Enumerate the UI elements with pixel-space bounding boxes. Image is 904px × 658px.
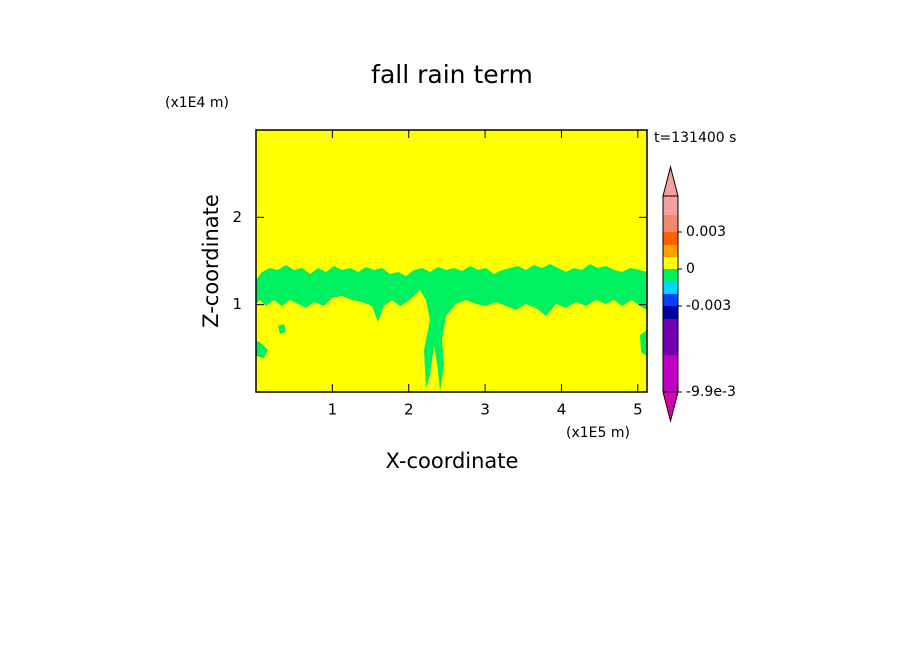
x-tick-label: 4 xyxy=(557,401,567,419)
y-axis-label: Z-coordinate xyxy=(199,194,223,328)
y-tick-label: 1 xyxy=(232,295,242,313)
field-background xyxy=(256,130,647,392)
colorbar-level xyxy=(663,196,678,215)
colorbar-tick-label: -9.9e-3 xyxy=(686,384,736,400)
x-tick-label: 3 xyxy=(480,401,490,419)
colorbar-tick-label: -0.003 xyxy=(686,298,731,314)
colorbar-level xyxy=(663,282,678,294)
colorbar-tick-label: 0 xyxy=(686,261,695,277)
y-tick-label: 2 xyxy=(232,208,242,226)
colorbar-level xyxy=(663,215,678,232)
colorbar-frame xyxy=(662,195,679,393)
chart-title: fall rain term xyxy=(371,60,533,89)
colorbar-level xyxy=(663,269,678,282)
x-tick-label: 5 xyxy=(633,401,643,419)
time-label: t=131400 s xyxy=(654,130,736,146)
plot-frame xyxy=(255,129,648,393)
x-unit: (x1E5 m) xyxy=(566,425,630,441)
colorbar-top xyxy=(662,165,679,197)
colorbar-level xyxy=(663,245,678,257)
x-axis-label: X-coordinate xyxy=(386,449,519,473)
x-tick-label: 1 xyxy=(328,401,338,419)
colorbar-level xyxy=(663,306,678,319)
colorbar-level xyxy=(663,232,678,245)
colorbar-level xyxy=(663,257,678,269)
colorbar-tick-label: 0.003 xyxy=(686,224,726,240)
y-unit: (x1E4 m) xyxy=(165,95,229,111)
colorbar-level xyxy=(663,294,678,306)
colorbar-level xyxy=(663,319,678,355)
colorbar-bottom xyxy=(662,391,679,423)
x-tick-label: 2 xyxy=(404,401,414,419)
colorbar-level xyxy=(663,355,678,392)
field-region xyxy=(256,264,647,392)
